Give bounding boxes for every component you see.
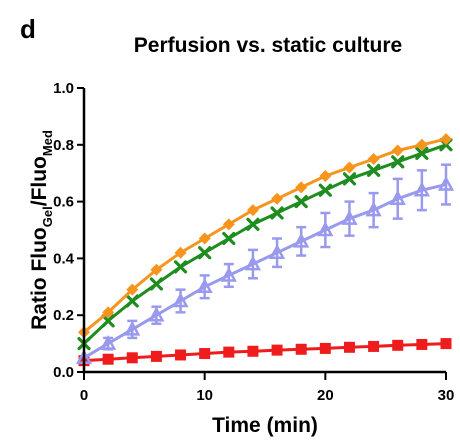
y-tick-label: 0.8 bbox=[53, 137, 74, 154]
data-point-square bbox=[175, 349, 187, 361]
data-point-cross bbox=[149, 277, 163, 291]
data-point-diamond bbox=[440, 133, 452, 146]
data-point-square bbox=[295, 343, 307, 355]
data-point-triangle bbox=[437, 175, 455, 191]
data-point-diamond bbox=[415, 138, 428, 151]
error-bar bbox=[416, 169, 427, 212]
data-point-cross bbox=[415, 146, 429, 160]
data-point-triangle bbox=[244, 255, 262, 271]
data-point-cross bbox=[101, 314, 115, 328]
series-line-diamond bbox=[83, 137, 447, 334]
data-point-diamond bbox=[198, 232, 211, 245]
data-point-diamond bbox=[367, 153, 380, 165]
data-point-square bbox=[199, 348, 211, 360]
error-bar bbox=[320, 211, 331, 249]
y-axis-title-sub-gel: Gel bbox=[40, 206, 55, 227]
x-tick-label: 10 bbox=[196, 387, 213, 404]
plot-area bbox=[75, 133, 455, 367]
data-point-square bbox=[392, 339, 404, 351]
data-point-triangle bbox=[413, 181, 430, 197]
data-point-diamond bbox=[343, 161, 356, 174]
error-bar bbox=[392, 177, 403, 220]
y-tick-label: 0.6 bbox=[53, 194, 74, 211]
data-point-triangle bbox=[100, 334, 117, 350]
data-point-triangle bbox=[196, 278, 213, 294]
data-point-cross bbox=[294, 195, 308, 209]
error-bar bbox=[247, 248, 258, 280]
series-triangle bbox=[75, 163, 455, 365]
y-tick-label: 0.0 bbox=[53, 364, 74, 381]
error-bar bbox=[272, 237, 283, 269]
data-point-triangle bbox=[317, 221, 334, 237]
error-bar bbox=[344, 200, 355, 237]
data-point-triangle bbox=[389, 190, 406, 206]
series-square bbox=[78, 338, 452, 367]
series-diamond bbox=[78, 133, 452, 339]
x-tick-label: 0 bbox=[80, 387, 88, 404]
error-bar bbox=[296, 225, 307, 257]
data-point-square bbox=[368, 340, 380, 352]
error-bar bbox=[441, 163, 451, 206]
y-tick-label: 0.2 bbox=[53, 307, 74, 324]
data-point-cross bbox=[198, 246, 212, 260]
series-line-triangle bbox=[83, 183, 447, 360]
data-point-square bbox=[126, 352, 138, 364]
data-point-cross bbox=[342, 172, 357, 186]
panel-label: d bbox=[20, 14, 36, 44]
data-point-diamond bbox=[102, 306, 115, 319]
data-point-cross bbox=[270, 206, 284, 220]
x-axis-ticks: 0 10 20 30 bbox=[80, 372, 455, 404]
data-point-triangle bbox=[220, 266, 237, 282]
data-point-square bbox=[271, 344, 283, 356]
x-tick-label: 20 bbox=[317, 387, 334, 404]
data-point-square bbox=[319, 342, 331, 354]
data-point-triangle bbox=[365, 201, 382, 217]
data-point-diamond bbox=[319, 170, 332, 183]
y-axis-title-mid: /Fluo bbox=[28, 156, 51, 206]
y-axis-title-sub-med: Med bbox=[40, 130, 55, 156]
data-point-cross bbox=[173, 260, 188, 274]
x-tick-label: 30 bbox=[438, 387, 455, 404]
data-point-square bbox=[223, 346, 235, 358]
data-point-diamond bbox=[174, 246, 187, 259]
error-bar bbox=[368, 191, 379, 229]
y-tick-label: 1.0 bbox=[53, 80, 74, 97]
data-point-triangle bbox=[124, 320, 141, 336]
data-point-square bbox=[247, 345, 259, 357]
data-point-square bbox=[102, 353, 114, 365]
data-point-diamond bbox=[150, 263, 163, 276]
data-point-cross bbox=[125, 294, 139, 308]
data-point-diamond bbox=[126, 283, 139, 296]
data-point-triangle bbox=[172, 292, 189, 308]
data-point-diamond bbox=[222, 218, 235, 231]
data-point-cross bbox=[318, 183, 332, 197]
data-point-diamond bbox=[391, 144, 404, 157]
y-axis-ticks: 0.0 0.2 0.4 0.6 0.8 1.0 bbox=[53, 80, 84, 381]
data-point-square bbox=[343, 341, 355, 353]
y-axis-title: Ratio FluoGel/FluoMed bbox=[28, 130, 55, 330]
data-point-diamond bbox=[295, 181, 308, 194]
data-point-diamond bbox=[246, 204, 259, 217]
data-point-triangle bbox=[268, 244, 286, 259]
data-point-cross bbox=[222, 231, 236, 246]
chart-title: Perfusion vs. static culture bbox=[134, 34, 402, 57]
y-axis-title-main: Ratio Fluo bbox=[28, 227, 51, 330]
data-point-square bbox=[416, 338, 428, 350]
data-point-square bbox=[150, 350, 162, 362]
x-axis-title: Time (min) bbox=[212, 414, 318, 437]
y-tick-label: 0.4 bbox=[53, 250, 75, 267]
data-point-square bbox=[440, 338, 452, 350]
data-point-cross bbox=[391, 155, 405, 169]
data-point-triangle bbox=[293, 232, 310, 248]
series-line-cross bbox=[82, 143, 447, 345]
data-point-cross bbox=[367, 163, 381, 177]
data-point-diamond bbox=[271, 192, 284, 205]
data-point-triangle bbox=[148, 306, 165, 322]
data-point-triangle bbox=[341, 210, 358, 225]
data-point-cross bbox=[246, 217, 260, 231]
series-line-square bbox=[83, 342, 447, 363]
series-cross bbox=[77, 138, 453, 351]
